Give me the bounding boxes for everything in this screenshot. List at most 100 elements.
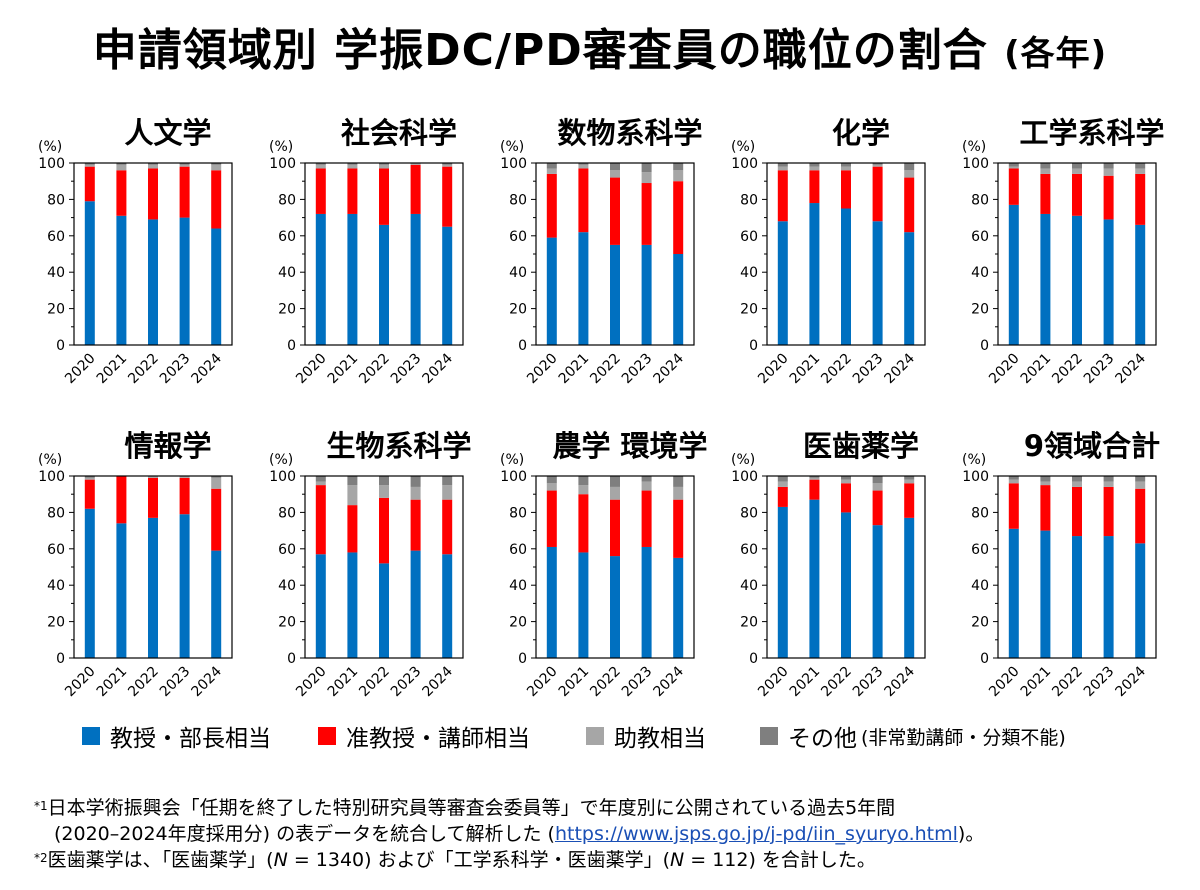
bar-segment <box>610 170 620 178</box>
x-tick-label: 2021 <box>325 351 362 388</box>
bar-segment <box>673 499 684 558</box>
bar-segment <box>904 170 915 178</box>
footnote-1-mark: *1 <box>34 799 48 813</box>
bar-segment <box>809 166 820 171</box>
bar-segment <box>1040 213 1051 345</box>
x-tick-label: 2020 <box>293 664 330 701</box>
bar-segment <box>148 517 158 658</box>
bar-segment <box>315 554 326 658</box>
jsps-source-link[interactable]: https://www.jsps.go.jp/j-pd/iin_syuryo.h… <box>554 823 958 845</box>
bar-segment <box>578 163 589 165</box>
bar-segment <box>179 217 190 345</box>
bar-segment <box>872 166 883 222</box>
bar-segment <box>179 164 190 167</box>
bar-segment <box>410 213 421 345</box>
footnote-2: *2医歯薬学は、「医歯薬学」(N = 1340) および「工学系科学・医歯薬学」… <box>34 847 1184 873</box>
bar-segment <box>442 226 453 345</box>
footnote-1-text-3: )。 <box>957 823 985 845</box>
bar-segment <box>1008 168 1019 205</box>
y-tick-label: 100 <box>269 469 296 485</box>
x-tick-label: 2023 <box>850 664 887 701</box>
y-tick-label: 60 <box>47 542 65 558</box>
y-tick-label: 80 <box>509 192 527 208</box>
y-axis-unit-label: (%) <box>269 139 293 155</box>
bar-segment <box>777 170 788 222</box>
y-tick-label: 60 <box>740 229 758 245</box>
x-tick-label: 2022 <box>818 664 855 701</box>
y-tick-label: 60 <box>509 542 527 558</box>
x-tick-label: 2023 <box>157 664 194 701</box>
bar-segment <box>777 506 788 658</box>
bar-segment <box>610 499 620 557</box>
bar-segment <box>904 177 915 233</box>
bar-segment <box>578 164 589 169</box>
bar-segment <box>904 232 915 345</box>
x-tick-label: 2020 <box>986 351 1023 388</box>
y-tick-label: 100 <box>962 469 989 485</box>
bar-segment <box>410 486 421 500</box>
y-tick-label: 20 <box>740 302 758 318</box>
x-tick-label: 2020 <box>62 664 99 701</box>
bar-segment <box>641 244 652 345</box>
bar-segment <box>610 244 620 345</box>
bar-segment <box>578 485 589 495</box>
bar-segment <box>442 499 453 555</box>
footnote-2-text-a: 医歯薬学は、「医歯薬学」( <box>47 849 274 871</box>
y-tick-label: 0 <box>749 651 758 667</box>
bar-segment <box>809 203 820 345</box>
bar-segment <box>546 476 557 484</box>
bar-segment <box>442 476 453 486</box>
y-tick-label: 100 <box>500 156 527 172</box>
bar-segment <box>641 163 652 173</box>
x-tick-label: 2024 <box>1113 350 1150 387</box>
x-tick-label: 2023 <box>619 664 656 701</box>
y-tick-label: 60 <box>509 229 527 245</box>
bar-segment <box>1008 483 1019 529</box>
bar-segment <box>410 499 421 551</box>
y-tick-label: 80 <box>278 505 296 521</box>
title-suffix: (各年) <box>1004 34 1108 74</box>
x-tick-label: 2020 <box>755 664 792 701</box>
y-tick-label: 100 <box>500 469 527 485</box>
y-tick-label: 20 <box>971 615 989 631</box>
y-axis-unit-label: (%) <box>962 452 986 468</box>
x-tick-label: 2022 <box>587 664 624 701</box>
x-tick-label: 2022 <box>125 351 162 388</box>
bar-segment <box>809 477 820 480</box>
y-tick-label: 40 <box>971 578 989 594</box>
y-tick-label: 80 <box>971 505 989 521</box>
y-tick-label: 20 <box>740 615 758 631</box>
y-tick-label: 80 <box>971 192 989 208</box>
y-tick-label: 0 <box>749 338 758 354</box>
bar-segment <box>148 476 158 478</box>
x-tick-label: 2024 <box>420 350 457 387</box>
bar-segment <box>84 477 95 480</box>
bar-segment <box>347 505 358 553</box>
bar-segment <box>872 490 883 526</box>
bar-segment <box>347 485 358 506</box>
bar-segment <box>904 476 915 480</box>
bar-segment <box>148 168 158 220</box>
bar-segment <box>841 476 851 480</box>
bar-segment <box>1103 163 1114 169</box>
bar-segment <box>211 477 222 489</box>
bar-segment <box>84 479 95 509</box>
bar-segment <box>872 221 883 345</box>
bar-segment <box>546 163 557 169</box>
bar-segment <box>148 163 158 165</box>
bar-segment <box>1008 204 1019 345</box>
bar-segment <box>546 546 557 658</box>
y-tick-label: 100 <box>38 156 65 172</box>
y-tick-label: 40 <box>278 265 296 281</box>
bar-segment <box>777 166 788 171</box>
bar-segment <box>1008 163 1019 167</box>
bar-segment <box>673 486 684 500</box>
bar-segment <box>578 552 589 658</box>
x-tick-label: 2020 <box>524 664 561 701</box>
bar-segment <box>116 163 127 165</box>
bar-segment <box>347 552 358 658</box>
x-tick-label: 2024 <box>1113 663 1150 700</box>
bar-segment <box>442 554 453 658</box>
